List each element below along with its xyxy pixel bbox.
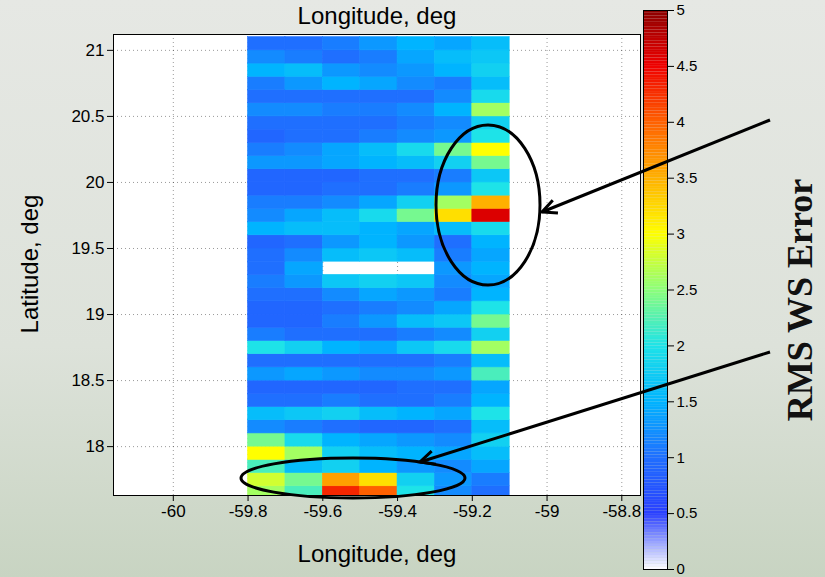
svg-text:19: 19 [86, 305, 105, 324]
svg-text:18.5: 18.5 [71, 371, 104, 390]
svg-text:-60: -60 [161, 502, 186, 521]
svg-text:4.5: 4.5 [677, 57, 698, 74]
svg-text:1: 1 [677, 449, 685, 466]
svg-text:1.5: 1.5 [677, 393, 698, 410]
svg-text:0: 0 [677, 560, 685, 577]
svg-text:-59.4: -59.4 [378, 502, 417, 521]
svg-text:-59.2: -59.2 [453, 502, 492, 521]
svg-text:3: 3 [677, 225, 685, 242]
svg-text:20: 20 [86, 173, 105, 192]
svg-text:19.5: 19.5 [71, 239, 104, 258]
svg-text:2: 2 [677, 337, 685, 354]
svg-text:Longitude, deg: Longitude, deg [298, 2, 457, 29]
svg-text:20.5: 20.5 [71, 107, 104, 126]
svg-text:21: 21 [86, 41, 105, 60]
svg-text:-59.8: -59.8 [229, 502, 268, 521]
svg-text:3.5: 3.5 [677, 169, 698, 186]
svg-text:-59: -59 [535, 502, 560, 521]
svg-text:0.5: 0.5 [677, 504, 698, 521]
svg-text:2.5: 2.5 [677, 281, 698, 298]
svg-text:Longitude, deg: Longitude, deg [298, 540, 457, 567]
svg-text:-58.8: -58.8 [602, 502, 641, 521]
svg-text:18: 18 [86, 437, 105, 456]
svg-text:Latitude, deg: Latitude, deg [16, 195, 43, 334]
svg-text:5: 5 [677, 1, 685, 18]
svg-text:4: 4 [677, 113, 685, 130]
svg-text:-59.6: -59.6 [303, 502, 342, 521]
svg-text:RMS WS Error: RMS WS Error [780, 179, 820, 422]
